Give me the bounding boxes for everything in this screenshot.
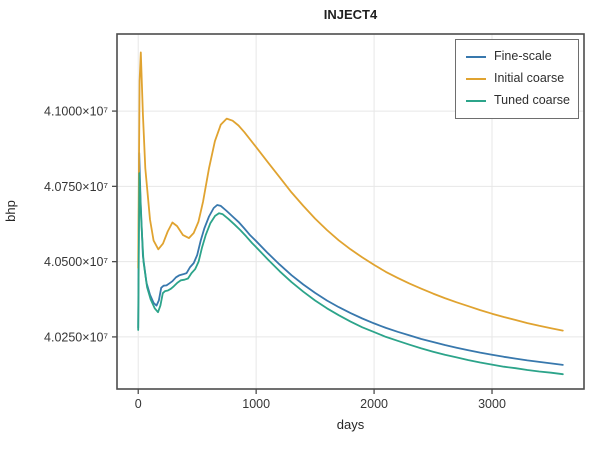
legend-label: Tuned coarse	[494, 93, 570, 107]
legend-label: Fine-scale	[494, 49, 552, 63]
legend-line-swatch	[466, 99, 486, 102]
x-tick-label: 2000	[360, 397, 388, 411]
legend-label: Initial coarse	[494, 71, 565, 85]
chart-title: INJECT4	[323, 7, 378, 22]
x-axis-label: days	[336, 417, 365, 432]
y-tick-label: 4.1000×10⁷	[44, 105, 108, 119]
series-line-fine-scale	[137, 151, 564, 366]
legend-item-fine-scale: Fine-scale	[466, 48, 568, 65]
y-tick-label: 4.0750×10⁷	[44, 180, 108, 194]
legend-line-swatch	[466, 77, 486, 80]
x-tick-label: 3000	[478, 397, 506, 411]
y-tick-label: 4.0250×10⁷	[44, 330, 108, 344]
x-tick-label: 1000	[242, 397, 270, 411]
legend-item-initial-coarse: Initial coarse	[466, 70, 568, 87]
legend-item-tuned-coarse: Tuned coarse	[466, 92, 570, 109]
plot-border	[116, 33, 585, 390]
series-line-initial-coarse	[137, 51, 564, 332]
series-line-tuned-coarse	[137, 172, 564, 376]
y-tick-label: 4.0500×10⁷	[44, 255, 108, 269]
legend: Fine-scale Initial coarse Tuned coarse	[455, 39, 579, 119]
legend-line-swatch	[466, 55, 486, 58]
x-tick-label: 0	[135, 397, 142, 411]
y-axis-label: bhp	[3, 200, 18, 222]
